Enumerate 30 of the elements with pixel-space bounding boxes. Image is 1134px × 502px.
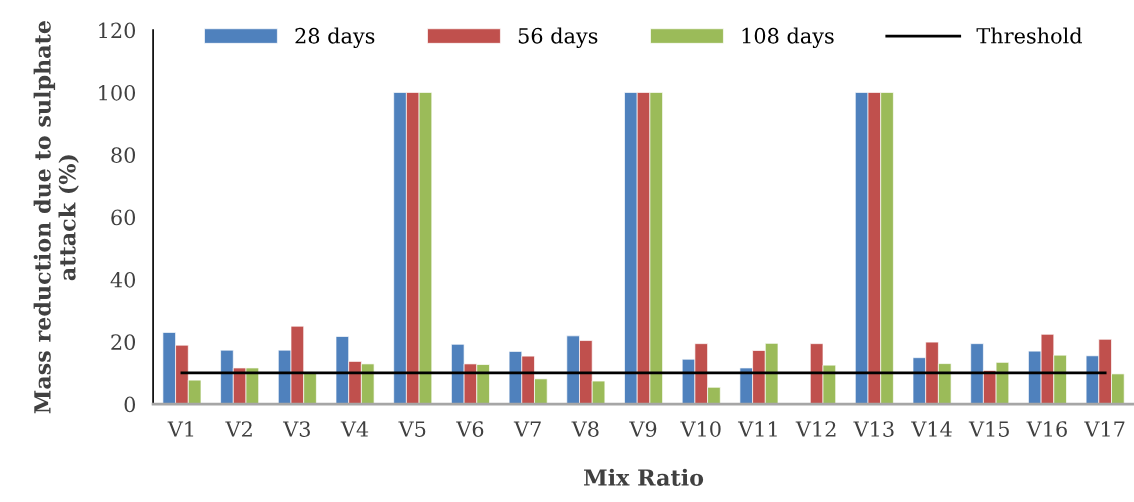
y-tick-label: 40 bbox=[110, 271, 136, 288]
legend-label: 56 days bbox=[518, 27, 598, 48]
y-tick-label: 100 bbox=[99, 84, 136, 101]
x-tick-label: V14 bbox=[911, 421, 952, 437]
y-axis-title: Mass reduction due to sulphate attack (%) bbox=[33, 21, 79, 414]
x-tick-label: V6 bbox=[456, 421, 484, 437]
x-tick-label: V9 bbox=[629, 421, 657, 437]
x-tick-label: V10 bbox=[680, 421, 721, 437]
x-tick-label: V7 bbox=[513, 421, 541, 437]
x-axis-title: Mix Ratio bbox=[584, 468, 704, 486]
x-tick-label: V1 bbox=[167, 421, 194, 437]
y-tick-label: 0 bbox=[124, 396, 136, 413]
x-tick-label: V16 bbox=[1026, 421, 1067, 437]
y-tick-label: 20 bbox=[111, 334, 136, 350]
y-tick-label: 80 bbox=[111, 147, 136, 163]
x-tick-label: V17 bbox=[1084, 421, 1125, 437]
x-tick-label: V2 bbox=[225, 421, 252, 437]
y-tick-label: 120 bbox=[99, 22, 136, 39]
x-tick-label: V11 bbox=[737, 421, 777, 437]
legend-label: Threshold bbox=[976, 27, 1082, 44]
y-tick-label: 60 bbox=[111, 209, 136, 226]
x-tick-label: V3 bbox=[282, 421, 310, 437]
x-tick-label: V13 bbox=[853, 421, 894, 437]
x-tick-label: V8 bbox=[571, 421, 599, 437]
legend-label: 28 days bbox=[295, 27, 375, 48]
x-tick-label: V4 bbox=[340, 421, 369, 437]
legend-label: 108 days bbox=[742, 27, 834, 48]
x-tick-label: V12 bbox=[795, 421, 836, 437]
x-tick-label: V15 bbox=[968, 421, 1009, 437]
x-tick-label: V5 bbox=[398, 421, 426, 437]
